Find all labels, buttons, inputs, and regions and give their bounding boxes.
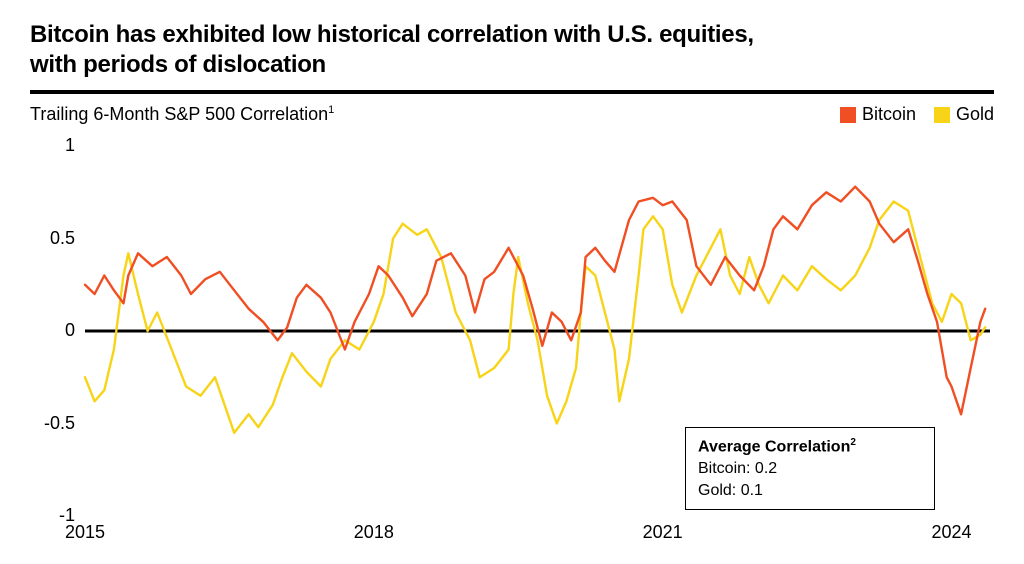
- avg-box-line: Gold: 0.1: [698, 480, 922, 502]
- y-tick-label: 1: [35, 135, 75, 156]
- avg-box-title-text: Average Correlation: [698, 438, 850, 455]
- legend-label-gold: Gold: [956, 104, 994, 125]
- avg-box-title-sup: 2: [850, 437, 856, 448]
- title-line-2: with periods of dislocation: [30, 51, 326, 78]
- x-tick-label: 2021: [633, 522, 693, 543]
- title-rule: [30, 90, 994, 94]
- legend-item-bitcoin: Bitcoin: [840, 104, 916, 125]
- subtitle: Trailing 6-Month S&P 500 Correlation1: [30, 104, 334, 125]
- chart-title: Bitcoin has exhibited low historical cor…: [30, 20, 994, 80]
- x-tick-label: 2015: [55, 522, 115, 543]
- title-line-1: Bitcoin has exhibited low historical cor…: [30, 21, 754, 48]
- subtitle-sup: 1: [328, 104, 334, 116]
- x-tick-label: 2018: [344, 522, 404, 543]
- y-tick-label: 0: [35, 320, 75, 341]
- x-tick-label: 2024: [921, 522, 981, 543]
- legend-item-gold: Gold: [934, 104, 994, 125]
- chart-area: Average Correlation2 Bitcoin: 0.2Gold: 0…: [30, 131, 994, 551]
- average-correlation-box: Average Correlation2 Bitcoin: 0.2Gold: 0…: [685, 427, 935, 510]
- legend: Bitcoin Gold: [840, 104, 994, 125]
- avg-box-title: Average Correlation2: [698, 436, 922, 458]
- legend-label-bitcoin: Bitcoin: [862, 104, 916, 125]
- subtitle-text: Trailing 6-Month S&P 500 Correlation: [30, 104, 328, 124]
- swatch-bitcoin: [840, 107, 856, 123]
- y-tick-label: 0.5: [35, 228, 75, 249]
- swatch-gold: [934, 107, 950, 123]
- y-tick-label: -0.5: [35, 413, 75, 434]
- avg-box-line: Bitcoin: 0.2: [698, 458, 922, 480]
- subhead-row: Trailing 6-Month S&P 500 Correlation1 Bi…: [30, 104, 994, 125]
